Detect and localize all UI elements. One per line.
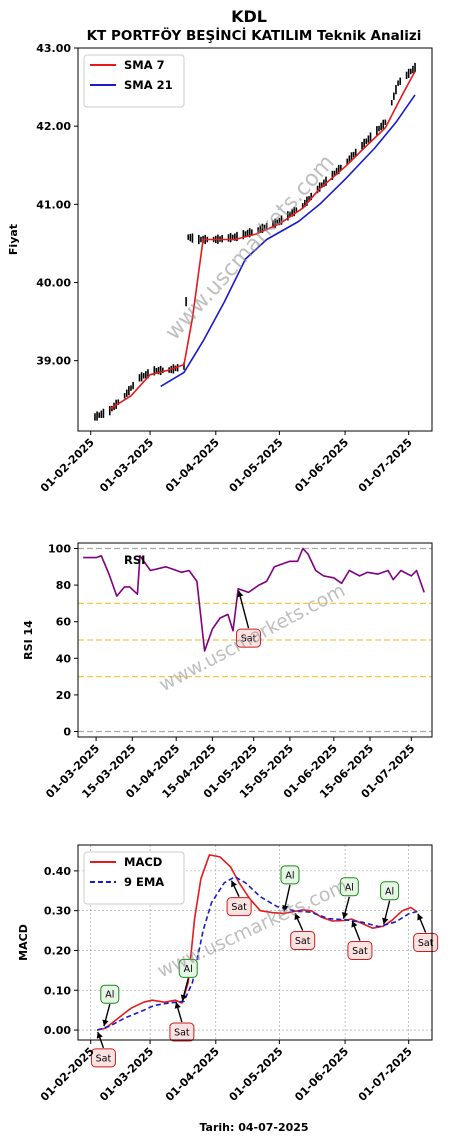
annotation-label-sat: Sat xyxy=(241,634,257,645)
y-axis-label: RSI 14 xyxy=(22,620,35,660)
annotation-box-al xyxy=(100,984,120,1004)
annotation-label-al: Al xyxy=(105,990,114,1001)
plot-frame xyxy=(77,542,433,738)
y-tick-label: 40.00 xyxy=(36,276,71,289)
annotation-box-al xyxy=(380,881,400,901)
annotation-box-al xyxy=(280,865,300,885)
annotation-box-sat xyxy=(236,628,262,648)
annotation-arrowhead xyxy=(341,912,349,919)
legend: SMA 7 SMA 21 xyxy=(83,54,185,108)
annotation-arrowhead xyxy=(237,590,244,598)
annotation-arrowhead xyxy=(102,1019,109,1027)
legend: RSI xyxy=(124,553,145,567)
annotation-label-al: Al xyxy=(184,964,193,975)
legend-label-macd: MACD xyxy=(124,855,162,869)
y-axis-label: MACD xyxy=(17,924,30,961)
y-tick-label: 0 xyxy=(63,726,71,739)
annotation-label-al: Al xyxy=(345,882,354,893)
annotation-arrowhead xyxy=(417,913,424,921)
series-line-9-ema xyxy=(96,876,418,1031)
annotation-arrowhead xyxy=(294,913,301,921)
y-tick-label: 0.20 xyxy=(44,944,71,957)
annotation-label-sat: Sat xyxy=(418,938,434,949)
plot-area xyxy=(94,62,416,421)
legend-label-sma-21: SMA 21 xyxy=(124,78,173,92)
plot-area xyxy=(96,854,418,1031)
annotation-box-sat xyxy=(347,940,373,960)
annotation-label-sat: Sat xyxy=(174,1028,190,1039)
series-line-rsi xyxy=(83,547,425,652)
y-tick-label: 60 xyxy=(56,616,72,629)
annotation-label-al: Al xyxy=(385,886,394,897)
annotation-label-sat: Sat xyxy=(231,902,247,913)
plot-area xyxy=(83,547,425,652)
annotation-arrowhead xyxy=(180,994,187,1002)
series-line-sma-7 xyxy=(109,71,416,410)
legend-label-rsi: RSI xyxy=(124,553,145,567)
y-tick-label: 40 xyxy=(56,652,72,665)
y-tick-label: 39.00 xyxy=(36,355,71,368)
y-tick-label: 20 xyxy=(56,689,72,702)
annotation-arrowhead xyxy=(282,904,289,912)
y-axis-label: Fiyat xyxy=(7,224,20,255)
annotation-box-sat xyxy=(290,931,316,951)
annotation-arrow-sat xyxy=(238,590,250,629)
annotation-box-al xyxy=(178,958,198,978)
legend-label-sma-7: SMA 7 xyxy=(124,58,165,72)
annotation-arrowhead xyxy=(382,917,389,925)
legend-label-9-ema: 9 EMA xyxy=(124,875,164,889)
plot-frame xyxy=(77,47,433,432)
macd-x-axis-label: Tarih: 04-07-2025 xyxy=(199,1121,308,1134)
annotation-arrowhead xyxy=(351,920,358,928)
chart-subtitle: KT PORTFÖY BEŞİNCİ KATILIM Teknik Analiz… xyxy=(87,26,422,44)
annotation-label-sat: Sat xyxy=(96,1053,112,1064)
y-tick-label: 100 xyxy=(48,542,71,555)
y-tick-label: 0.40 xyxy=(44,865,71,878)
y-tick-label: 80 xyxy=(56,579,72,592)
y-tick-label: 0.10 xyxy=(44,984,71,997)
legend-frame xyxy=(83,54,185,108)
chart-title: KDL xyxy=(231,7,267,26)
annotation-label-sat: Sat xyxy=(352,946,368,957)
y-tick-label: 43.00 xyxy=(36,42,71,55)
annotation-arrowhead xyxy=(174,1002,181,1009)
y-tick-label: 0.30 xyxy=(44,905,71,918)
annotation-arrowhead xyxy=(231,880,237,888)
y-tick-label: 0.00 xyxy=(44,1024,71,1037)
annotation-label-al: Al xyxy=(285,870,294,881)
annotation-box-sat xyxy=(169,1022,195,1042)
series-line-sma-21 xyxy=(160,94,416,388)
series-line-macd xyxy=(96,854,418,1031)
legend: MACD 9 EMA xyxy=(83,851,185,905)
y-tick-label: 42.00 xyxy=(36,120,71,133)
legend-frame xyxy=(83,851,185,905)
annotation-box-sat xyxy=(90,1048,116,1068)
y-tick-label: 41.00 xyxy=(36,198,71,211)
annotation-box-al xyxy=(339,877,359,897)
annotation-box-sat xyxy=(226,897,252,917)
annotation-arrowhead xyxy=(96,1031,103,1039)
plot-frame xyxy=(77,844,433,1041)
annotation-label-sat: Sat xyxy=(295,936,311,947)
